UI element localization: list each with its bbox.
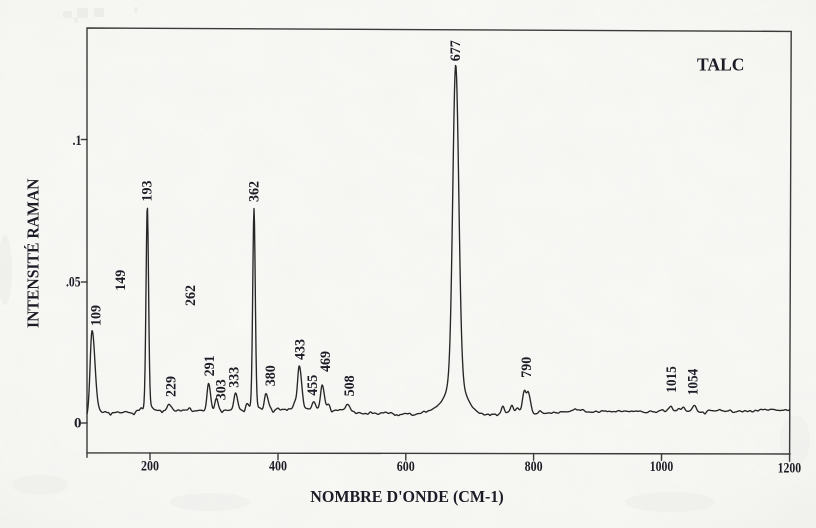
svg-text:TALC: TALC bbox=[697, 55, 745, 75]
svg-text:790: 790 bbox=[519, 357, 535, 378]
svg-text:.05: .05 bbox=[66, 274, 81, 290]
svg-text:1200: 1200 bbox=[778, 460, 802, 476]
svg-text:109: 109 bbox=[88, 305, 104, 326]
svg-text:362: 362 bbox=[247, 181, 263, 202]
svg-text:469: 469 bbox=[318, 351, 334, 372]
svg-text:1054: 1054 bbox=[685, 369, 701, 396]
svg-text:303: 303 bbox=[213, 379, 229, 400]
svg-text:600: 600 bbox=[397, 459, 415, 475]
svg-text:1015: 1015 bbox=[664, 366, 680, 393]
svg-text:800: 800 bbox=[525, 459, 543, 475]
svg-text:433: 433 bbox=[293, 339, 309, 360]
svg-text:291: 291 bbox=[202, 355, 218, 376]
svg-text:193: 193 bbox=[139, 181, 155, 202]
svg-text:229: 229 bbox=[164, 376, 180, 397]
svg-text:400: 400 bbox=[269, 459, 287, 475]
svg-text:.1: .1 bbox=[73, 133, 82, 149]
svg-text:1000: 1000 bbox=[650, 459, 674, 475]
svg-text:0: 0 bbox=[74, 416, 82, 432]
svg-text:333: 333 bbox=[227, 367, 243, 388]
svg-text:677: 677 bbox=[448, 40, 464, 61]
svg-text:NOMBRE D'ONDE (CM-1): NOMBRE D'ONDE (CM-1) bbox=[310, 487, 504, 506]
svg-text:262: 262 bbox=[183, 285, 199, 306]
svg-text:149: 149 bbox=[113, 270, 129, 291]
svg-text:380: 380 bbox=[263, 365, 279, 386]
svg-text:455: 455 bbox=[305, 375, 321, 396]
svg-text:INTENSITÉ RAMAN: INTENSITÉ RAMAN bbox=[24, 178, 43, 328]
svg-text:508: 508 bbox=[342, 375, 358, 396]
svg-text:200: 200 bbox=[141, 459, 159, 475]
